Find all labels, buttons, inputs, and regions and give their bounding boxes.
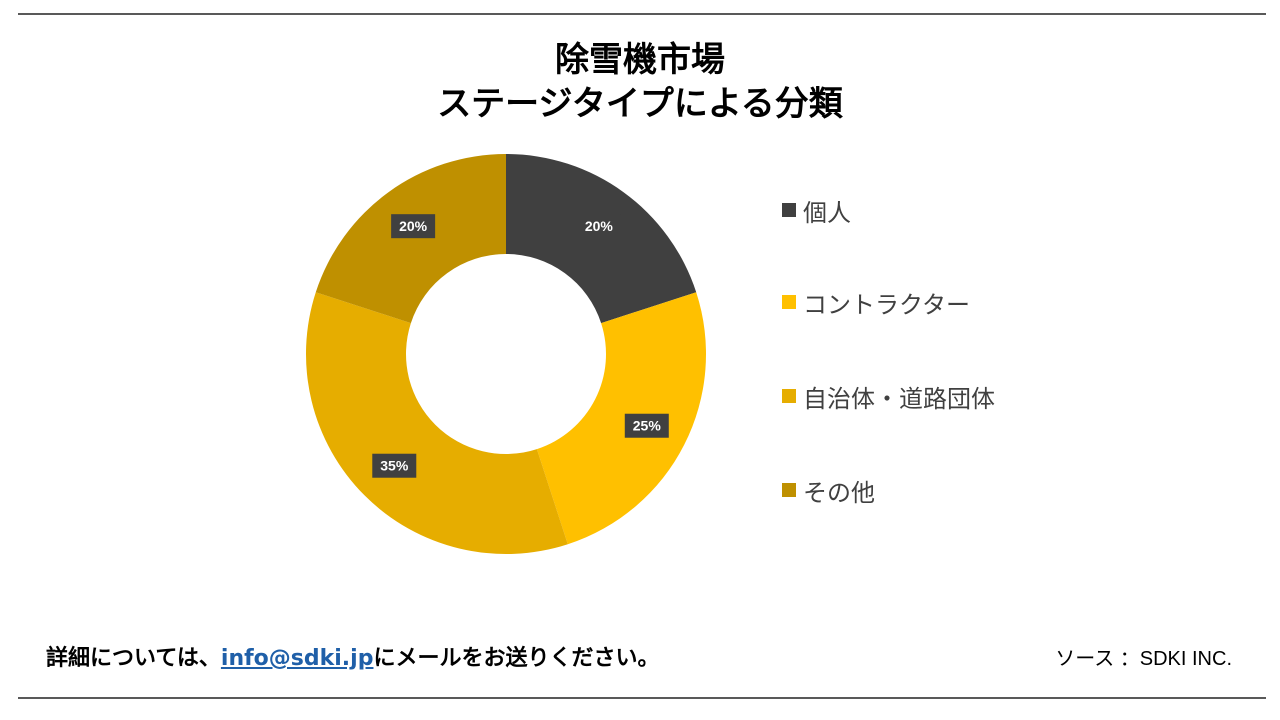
- donut-slice-label-box-4: [391, 214, 436, 239]
- donut-slice-label-2: 25%: [624, 413, 669, 438]
- legend-swatch-1: [782, 203, 796, 217]
- top-divider: [18, 13, 1266, 15]
- contact-note: 詳細については、info@sdki.jpにメールをお送りください。: [46, 640, 659, 672]
- legend-swatch-2: [782, 295, 796, 309]
- donut-slice-label-text-4: 20%: [399, 218, 428, 234]
- legend-swatch-3: [782, 389, 796, 403]
- source-note: ソース ：SDKI INC.: [1055, 648, 1232, 670]
- legend-item-4: その他: [782, 470, 875, 510]
- donut-slice-label-box-1: [576, 214, 621, 239]
- donut-slice-3: [306, 292, 568, 554]
- chart-title: 除雪機市場 ステージタイプによる分類: [0, 38, 1280, 126]
- legend-label-2: コントラクター: [803, 290, 971, 319]
- donut-slice-label-4: 20%: [391, 214, 436, 239]
- donut-slice-label-text-2: 25%: [633, 418, 662, 434]
- legend-item-3: 自治体・道路団体: [782, 376, 995, 416]
- donut-chart: 20% 25% 35% 20%: [306, 154, 706, 554]
- donut-slice-label-text-1: 20%: [585, 218, 614, 234]
- donut-slice-label-3: 35%: [372, 453, 417, 478]
- legend-item-2: コントラクター: [782, 282, 970, 322]
- contact-suffix: にメールをお送りください。: [373, 646, 660, 671]
- donut-slice-label-box-3: [372, 453, 417, 478]
- legend-swatch-4: [782, 483, 796, 497]
- chart-title-line-2: ステージタイプによる分類: [437, 84, 843, 124]
- chart-title-line-1: 除雪機市場: [555, 40, 725, 80]
- donut-slice-1: [506, 154, 697, 324]
- donut-slice-2: [536, 292, 706, 545]
- contact-email-link[interactable]: info@sdki.jp: [220, 646, 374, 671]
- donut-slice-label-1: 20%: [576, 214, 621, 239]
- legend-label-4: その他: [803, 478, 875, 507]
- legend-item-1: 個人: [782, 190, 851, 230]
- legend-label-3: 自治体・道路団体: [803, 384, 995, 413]
- bottom-divider: [18, 697, 1266, 699]
- legend-label-1: 個人: [803, 198, 851, 227]
- donut-slice-label-box-2: [624, 413, 669, 438]
- donut-slice-label-text-3: 35%: [380, 458, 409, 474]
- contact-prefix: 詳細については、: [46, 646, 221, 671]
- donut-slice-4: [315, 154, 506, 324]
